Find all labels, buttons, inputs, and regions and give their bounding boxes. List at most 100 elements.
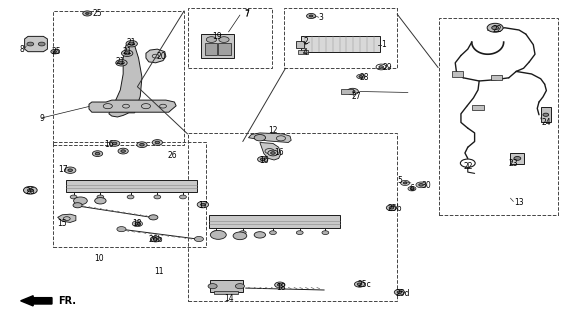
Text: 20: 20 xyxy=(156,52,166,61)
Text: 26b: 26b xyxy=(148,235,163,244)
Circle shape xyxy=(210,230,226,239)
Bar xyxy=(210,280,243,292)
Circle shape xyxy=(487,23,503,32)
Bar xyxy=(204,43,217,55)
Circle shape xyxy=(239,231,246,235)
Text: 21: 21 xyxy=(127,38,136,47)
Text: 25: 25 xyxy=(93,9,102,18)
Bar xyxy=(201,34,234,58)
Polygon shape xyxy=(109,43,142,117)
Circle shape xyxy=(260,158,265,161)
Circle shape xyxy=(95,152,100,155)
Bar xyxy=(66,180,197,192)
Circle shape xyxy=(110,140,120,146)
Circle shape xyxy=(132,221,143,227)
Circle shape xyxy=(219,37,229,43)
Circle shape xyxy=(359,76,363,77)
Circle shape xyxy=(270,231,276,235)
Circle shape xyxy=(271,152,275,154)
Circle shape xyxy=(38,42,45,46)
Circle shape xyxy=(200,203,205,206)
Text: 18: 18 xyxy=(276,283,286,292)
Circle shape xyxy=(309,15,313,17)
Bar xyxy=(214,291,238,294)
Polygon shape xyxy=(58,214,76,222)
Text: 24: 24 xyxy=(541,118,551,127)
Circle shape xyxy=(235,284,244,289)
Text: 15: 15 xyxy=(58,219,67,228)
Circle shape xyxy=(117,227,126,232)
Circle shape xyxy=(268,150,278,156)
Circle shape xyxy=(97,195,104,199)
Text: 23: 23 xyxy=(509,159,518,168)
Text: 5: 5 xyxy=(397,176,402,185)
Text: 6: 6 xyxy=(409,184,415,193)
Text: 25: 25 xyxy=(52,47,61,56)
Bar xyxy=(187,132,397,301)
Text: 22: 22 xyxy=(463,162,473,171)
Circle shape xyxy=(275,282,285,288)
Circle shape xyxy=(149,215,158,220)
Circle shape xyxy=(351,90,355,93)
Circle shape xyxy=(492,26,498,30)
Text: 12: 12 xyxy=(268,126,278,135)
Text: 7: 7 xyxy=(244,9,249,18)
Bar xyxy=(341,89,353,94)
Circle shape xyxy=(118,148,128,154)
Text: 17: 17 xyxy=(198,201,208,210)
Circle shape xyxy=(543,113,549,116)
Bar xyxy=(208,215,340,228)
Text: 22: 22 xyxy=(493,25,502,34)
Bar xyxy=(490,75,502,80)
Bar xyxy=(439,18,558,215)
Circle shape xyxy=(410,188,413,190)
Circle shape xyxy=(151,236,161,242)
Circle shape xyxy=(70,195,77,199)
FancyArrow shape xyxy=(21,296,52,306)
Circle shape xyxy=(73,203,82,208)
Bar xyxy=(541,107,551,123)
Bar xyxy=(218,43,231,55)
Circle shape xyxy=(397,291,402,293)
Bar xyxy=(472,105,484,110)
Circle shape xyxy=(395,289,404,295)
Circle shape xyxy=(206,37,216,43)
Text: 21: 21 xyxy=(122,47,132,56)
Circle shape xyxy=(408,187,416,191)
Circle shape xyxy=(74,197,87,204)
Circle shape xyxy=(119,61,124,64)
Circle shape xyxy=(357,283,362,285)
Text: 7: 7 xyxy=(244,10,249,19)
Circle shape xyxy=(135,222,140,225)
Circle shape xyxy=(95,197,106,204)
Circle shape xyxy=(254,134,266,141)
Circle shape xyxy=(140,143,144,146)
Bar xyxy=(284,8,397,68)
Circle shape xyxy=(355,281,365,287)
Text: 16: 16 xyxy=(259,156,269,164)
Circle shape xyxy=(379,66,384,68)
Circle shape xyxy=(93,151,103,156)
Text: 4: 4 xyxy=(303,48,308,57)
Circle shape xyxy=(23,187,37,194)
Circle shape xyxy=(86,12,89,14)
Text: 16: 16 xyxy=(104,140,114,148)
Circle shape xyxy=(137,142,147,148)
Circle shape xyxy=(53,51,57,52)
Circle shape xyxy=(116,60,127,66)
Circle shape xyxy=(127,195,134,199)
Circle shape xyxy=(179,195,186,199)
Bar xyxy=(296,41,304,48)
Polygon shape xyxy=(248,133,291,142)
Text: 1: 1 xyxy=(381,40,386,49)
Bar xyxy=(187,8,272,68)
Circle shape xyxy=(357,74,365,79)
Circle shape xyxy=(347,88,359,95)
Text: 19: 19 xyxy=(212,32,222,41)
Circle shape xyxy=(401,180,409,186)
Text: 8: 8 xyxy=(20,44,25,54)
Text: 10: 10 xyxy=(94,254,103,263)
Polygon shape xyxy=(25,36,47,52)
Circle shape xyxy=(389,206,394,209)
Polygon shape xyxy=(260,142,281,160)
